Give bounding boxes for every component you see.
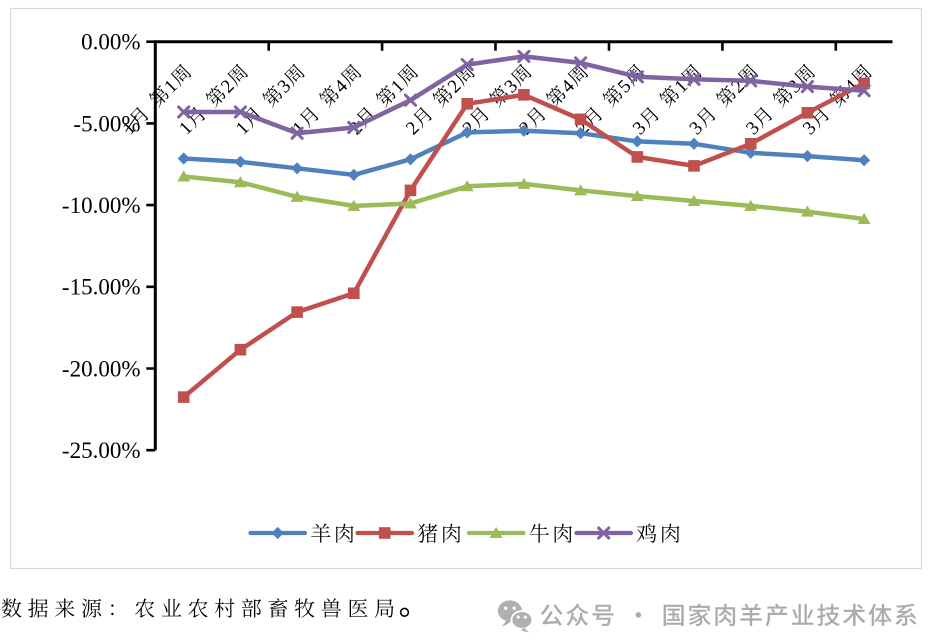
svg-text:0.00%: 0.00% (81, 30, 140, 55)
svg-text:-5.00%: -5.00% (73, 111, 140, 136)
svg-text:-25.00%: -25.00% (62, 438, 141, 463)
svg-text:-15.00%: -15.00% (62, 275, 141, 300)
svg-text:-10.00%: -10.00% (62, 193, 141, 218)
svg-text:-20.00%: -20.00% (62, 356, 141, 381)
